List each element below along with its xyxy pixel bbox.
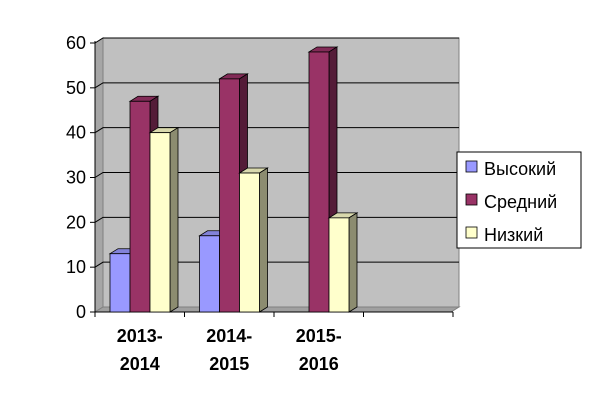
y-tick-label: 60 bbox=[66, 33, 86, 53]
y-tick-label: 40 bbox=[66, 123, 86, 143]
bar-side bbox=[259, 167, 268, 313]
gridline bbox=[94, 127, 459, 134]
x-tick-labels: 2013- 2014 2014- 2015 2015- 2016 bbox=[117, 326, 342, 374]
gridline bbox=[94, 82, 459, 89]
y-tick-label: 50 bbox=[66, 78, 86, 98]
legend-label-sredniy: Средний bbox=[484, 192, 557, 212]
y-tick-label: 10 bbox=[66, 257, 86, 277]
legend-label-nizkiy: Низкий bbox=[484, 225, 543, 245]
bar-front bbox=[109, 253, 131, 313]
x-tick-label: 2013- bbox=[117, 326, 163, 346]
y-tick-label: 0 bbox=[76, 302, 86, 322]
y-tick-label: 30 bbox=[66, 168, 86, 188]
bar-side bbox=[169, 126, 179, 313]
y-tick-labels: 0 10 20 30 40 50 60 bbox=[66, 33, 86, 322]
y-tick-label: 20 bbox=[66, 212, 86, 232]
bar-front bbox=[328, 217, 350, 313]
bar-front bbox=[239, 172, 260, 313]
gridline bbox=[94, 172, 459, 178]
bars bbox=[108, 46, 359, 313]
legend: Высокий Средний Низкий bbox=[456, 151, 582, 249]
legend-label-vysokiy: Высокий bbox=[484, 159, 556, 179]
bar-front bbox=[199, 235, 220, 313]
x-tick-label: 2015 bbox=[209, 354, 249, 374]
gridlines bbox=[94, 37, 459, 268]
legend-swatch-nizkiy bbox=[465, 226, 478, 239]
bar-front bbox=[129, 100, 151, 313]
bar-2-0 bbox=[148, 126, 180, 313]
legend-swatch-vysokiy bbox=[465, 160, 478, 173]
bar-front bbox=[149, 132, 171, 313]
bar-2-2 bbox=[327, 212, 359, 313]
legend-box bbox=[456, 151, 582, 249]
x-tick-label: 2016 bbox=[299, 354, 339, 374]
x-tick-label: 2014- bbox=[206, 326, 252, 346]
bar-front bbox=[219, 78, 240, 313]
bar-front bbox=[308, 51, 330, 313]
x-tick-label: 2015- bbox=[296, 326, 342, 346]
legend-swatch-sredniy bbox=[465, 193, 478, 206]
bar-2-1 bbox=[238, 167, 269, 313]
x-tick-label: 2014 bbox=[120, 354, 160, 374]
gridline bbox=[94, 37, 459, 44]
bar-side bbox=[348, 212, 358, 313]
